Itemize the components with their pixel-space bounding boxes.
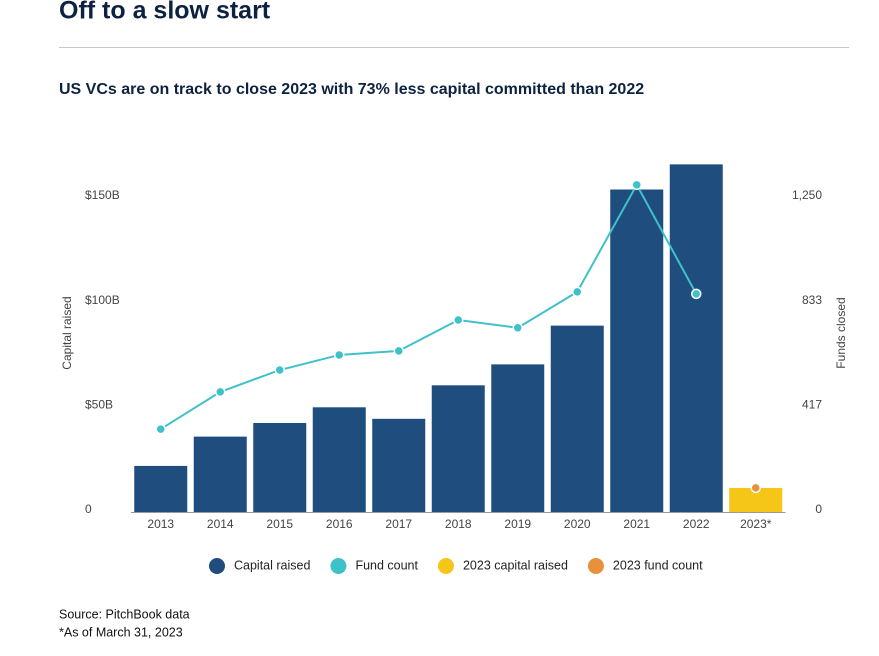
bar <box>372 418 426 512</box>
x-tick-label: 2016 <box>326 517 353 531</box>
bar <box>491 364 545 512</box>
x-tick-label: 2014 <box>207 517 234 531</box>
bar <box>193 436 247 512</box>
bar <box>312 407 366 512</box>
legend-label: Fund count <box>355 558 418 572</box>
x-tick-label: 2022 <box>683 517 710 531</box>
legend-swatch <box>209 558 225 574</box>
y2-tick-label: 1,250 <box>792 188 822 202</box>
legend-swatch <box>437 558 454 574</box>
point <box>691 288 702 300</box>
legend-label: 2023 fund count <box>613 558 703 572</box>
y-tick-label: $150B <box>85 188 120 202</box>
chart-title: Off to a slow start <box>59 0 271 25</box>
y-tick-label: 0 <box>85 502 92 516</box>
y2-tick-label: 0 <box>815 502 822 516</box>
legend-label: Capital raised <box>234 558 310 572</box>
x-tick-label: 2013 <box>147 517 174 531</box>
point <box>393 345 404 357</box>
bar <box>431 385 485 512</box>
bar <box>253 423 307 512</box>
point <box>750 482 761 494</box>
x-tick-label: 2023* <box>740 517 772 531</box>
bar <box>669 164 723 512</box>
point <box>631 179 642 191</box>
point <box>155 423 166 435</box>
y2-tick-label: 833 <box>802 293 822 307</box>
source: Source: PitchBook data <box>59 607 190 621</box>
chart-subtitle: US VCs are on track to close 2023 with 7… <box>59 81 644 98</box>
x-tick-label: 2019 <box>504 517 531 531</box>
point <box>572 286 583 298</box>
footnote: *As of March 31, 2023 <box>59 625 183 639</box>
x-tick-label: 2017 <box>385 517 412 531</box>
bar <box>610 189 664 512</box>
legend-label: 2023 capital raised <box>463 558 568 572</box>
x-tick-label: 2020 <box>564 517 591 531</box>
point <box>334 349 345 361</box>
bar <box>134 465 188 512</box>
line <box>160 182 698 430</box>
legend-swatch <box>330 558 347 574</box>
bar <box>550 325 604 512</box>
x-tick-label: 2021 <box>623 517 650 531</box>
y2-tick-label: 417 <box>802 397 822 411</box>
x-tick-label: 2018 <box>445 517 472 531</box>
y-axis-label: Capital raised <box>60 296 74 369</box>
y2-axis-label: Funds closed <box>834 297 848 368</box>
y-tick-label: $100B <box>85 293 120 307</box>
point <box>274 364 285 376</box>
point <box>453 314 464 326</box>
legend-swatch <box>587 558 604 574</box>
y-tick-label: $50B <box>85 397 113 411</box>
point <box>512 322 523 334</box>
x-tick-label: 2015 <box>266 517 293 531</box>
point <box>215 386 226 398</box>
